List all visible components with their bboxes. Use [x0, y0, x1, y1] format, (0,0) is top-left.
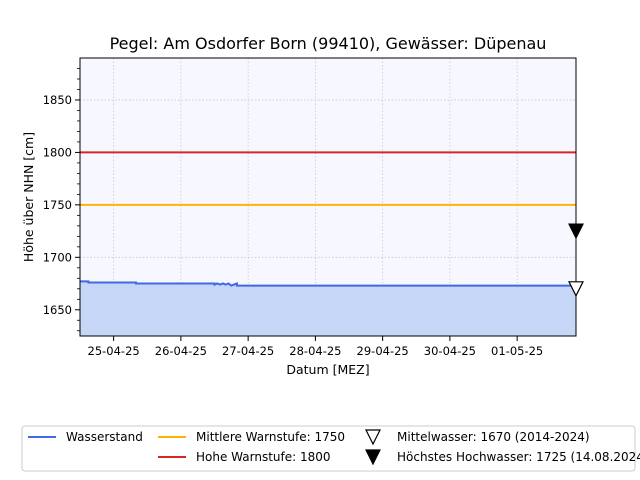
y-tick-label: 1800	[43, 145, 72, 159]
x-tick-label: 26-04-25	[155, 344, 207, 358]
x-axis-label: Datum [MEZ]	[286, 362, 369, 377]
legend-label: Mittlere Warnstufe: 1750	[196, 430, 345, 444]
mean-water-marker	[568, 281, 584, 298]
axis-ticks: 1650 1700 1750 1800 1850 25-04-25 26-04-25 27-0…	[43, 68, 543, 358]
legend-label: Wasserstand	[66, 430, 143, 444]
y-axis-label: Höhe über NHN [cm]	[21, 132, 36, 262]
legend-entry: Mittlere Warnstufe: 1750	[158, 430, 345, 444]
reference-lines	[80, 151, 576, 206]
plot-frame	[79, 57, 577, 337]
legend-entry: Höchstes Hochwasser: 1725 (14.08.2024)	[365, 449, 640, 466]
legend-label: Höchstes Hochwasser: 1725 (14.08.2024)	[397, 450, 640, 464]
water-level-line	[80, 280, 576, 287]
y-tick-label: 1850	[43, 93, 72, 107]
x-tick-label: 28-04-25	[289, 344, 341, 358]
legend-entry: Wasserstand	[28, 430, 143, 444]
x-tick-label: 27-04-25	[222, 344, 274, 358]
legend-label: Mittelwasser: 1670 (2014-2024)	[397, 430, 590, 444]
legend-marker	[365, 449, 381, 466]
max-flood-marker	[568, 223, 584, 240]
markers	[568, 223, 584, 298]
x-tick-label: 25-04-25	[88, 344, 140, 358]
x-tick-label: 01-05-25	[491, 344, 543, 358]
legend-entry: Mittelwasser: 1670 (2014-2024)	[365, 429, 590, 446]
x-tick-label: 29-04-25	[357, 344, 409, 358]
y-tick-label: 1700	[43, 250, 72, 264]
legend-label: Hohe Warnstufe: 1800	[196, 450, 331, 464]
legend-entry: Hohe Warnstufe: 1800	[158, 450, 331, 464]
legend-marker	[365, 429, 381, 446]
y-tick-label: 1650	[43, 303, 72, 317]
x-tick-label: 30-04-25	[424, 344, 476, 358]
chart-title: Pegel: Am Osdorfer Born (99410), Gewässe…	[110, 34, 547, 53]
legend: Wasserstand Hohe Warnstufe: 1800 Mittlere …	[21, 425, 640, 472]
y-tick-label: 1750	[43, 198, 72, 212]
water-level-area	[80, 281, 576, 336]
